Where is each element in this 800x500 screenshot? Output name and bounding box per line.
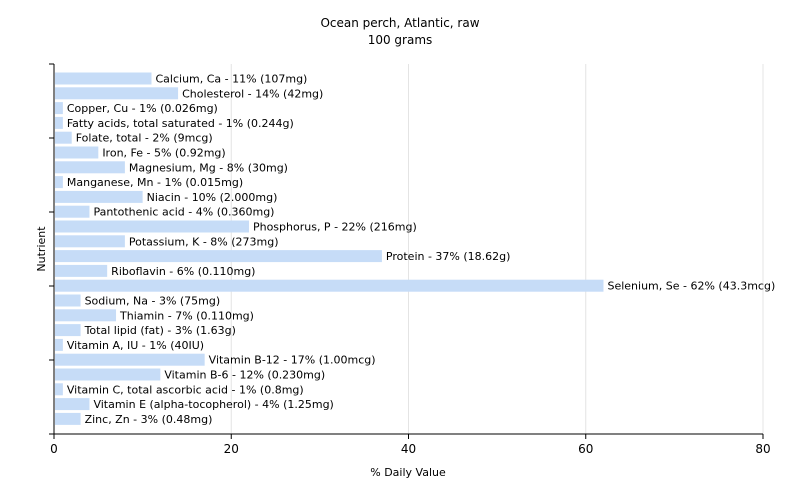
bar-label: Iron, Fe - 5% (0.92mg) — [102, 147, 225, 160]
bar — [55, 161, 125, 174]
bar — [55, 176, 63, 189]
bar-labels: Calcium, Ca - 11% (107mg)Cholesterol - 1… — [67, 73, 775, 426]
bar — [55, 220, 249, 233]
chart-subtitle: 100 grams — [368, 33, 433, 47]
bar-label: Magnesium, Mg - 8% (30mg) — [129, 161, 288, 174]
bar-label: Riboflavin - 6% (0.110mg) — [111, 265, 255, 278]
x-tick-label: 0 — [50, 442, 58, 456]
bar — [55, 368, 161, 381]
bar — [55, 294, 81, 307]
x-tick-label: 40 — [401, 442, 416, 456]
bar-label: Total lipid (fat) - 3% (1.63g) — [84, 324, 236, 337]
bar — [55, 235, 125, 248]
bar — [55, 190, 143, 203]
bar — [55, 264, 108, 277]
bar-label: Vitamin B-12 - 17% (1.00mcg) — [209, 354, 376, 367]
bar-label: Cholesterol - 14% (42mg) — [182, 87, 323, 100]
bar-label: Manganese, Mn - 1% (0.015mg) — [67, 176, 243, 189]
bar-label: Pantothenic acid - 4% (0.360mg) — [93, 206, 274, 219]
bar-label: Fatty acids, total saturated - 1% (0.244… — [67, 117, 294, 130]
bar — [55, 72, 152, 85]
x-tick-label: 20 — [224, 442, 239, 456]
bar — [55, 250, 382, 263]
axes: 0 20 40 60 80 — [49, 63, 771, 456]
bar — [55, 412, 81, 425]
bar — [55, 338, 63, 351]
chart-title: Ocean perch, Atlantic, raw — [320, 16, 479, 30]
bar-label: Vitamin B-6 - 12% (0.230mg) — [164, 369, 325, 382]
y-axis-title: Nutrient — [35, 226, 48, 272]
bar-label: Folate, total - 2% (9mcg) — [76, 132, 213, 145]
bar-label: Zinc, Zn - 3% (0.48mg) — [85, 413, 213, 426]
bar — [55, 353, 205, 366]
bar — [55, 309, 117, 322]
bar — [55, 102, 63, 115]
bar — [55, 146, 99, 159]
bar — [55, 116, 63, 129]
bar-label: Vitamin C, total ascorbic acid - 1% (0.8… — [67, 383, 304, 396]
x-tick-label: 60 — [578, 442, 593, 456]
bar — [55, 398, 90, 411]
bars — [55, 72, 604, 425]
x-axis-title: % Daily Value — [370, 466, 446, 479]
bar — [55, 205, 90, 218]
bar-label: Vitamin A, IU - 1% (40IU) — [67, 339, 204, 352]
x-tick-label: 80 — [755, 442, 770, 456]
bar — [55, 383, 63, 396]
bar-label: Protein - 37% (18.62g) — [386, 250, 511, 263]
bar — [55, 131, 72, 144]
bar-label: Calcium, Ca - 11% (107mg) — [155, 73, 307, 86]
bar-label: Potassium, K - 8% (273mg) — [129, 235, 279, 248]
bar-label: Vitamin E (alpha-tocopherol) - 4% (1.25m… — [93, 398, 333, 411]
bar-label: Thiamin - 7% (0.110mg) — [119, 309, 254, 322]
bar-label: Sodium, Na - 3% (75mg) — [85, 295, 221, 308]
bar-label: Niacin - 10% (2.000mg) — [147, 191, 278, 204]
bar — [55, 87, 179, 100]
bar-label: Copper, Cu - 1% (0.026mg) — [67, 102, 218, 115]
bar — [55, 279, 604, 292]
bar-label: Phosphorus, P - 22% (216mg) — [253, 221, 417, 234]
bar-label: Selenium, Se - 62% (43.3mcg) — [607, 280, 775, 293]
bar — [55, 324, 81, 337]
gridlines — [230, 64, 764, 434]
